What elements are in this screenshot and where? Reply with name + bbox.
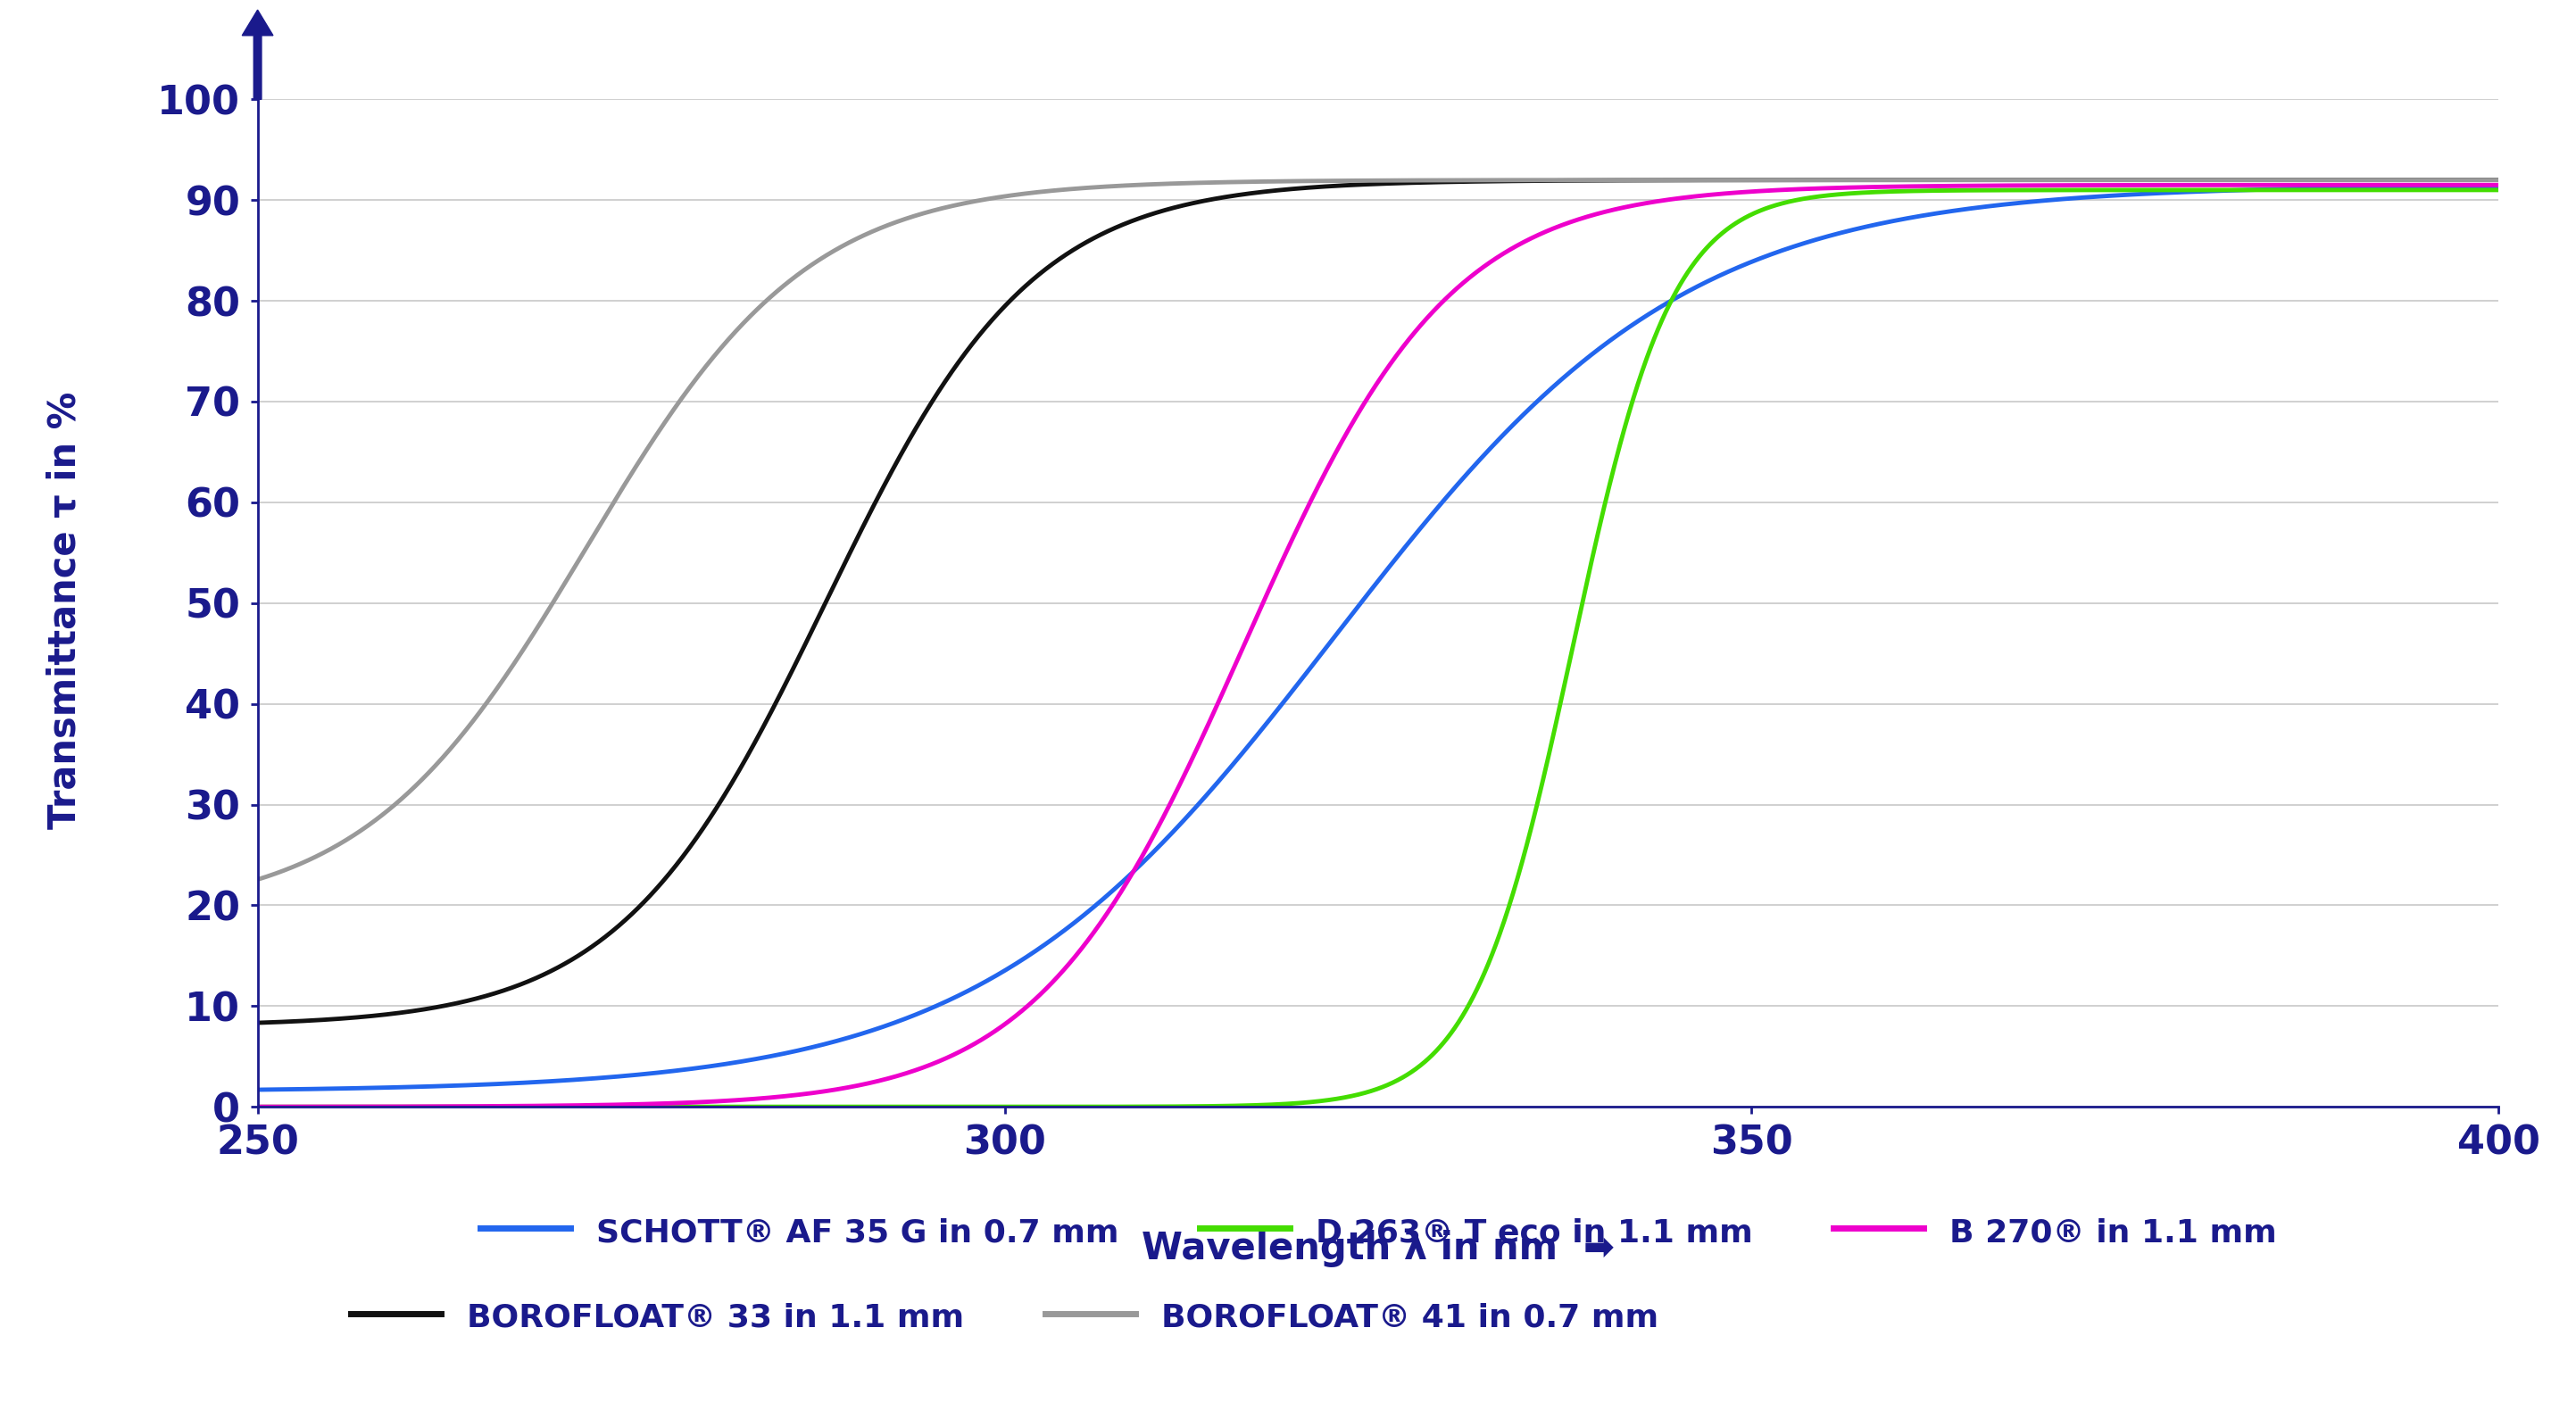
Text: Wavelength λ in nm  ➡: Wavelength λ in nm ➡: [1141, 1230, 1615, 1267]
Legend: BOROFLOAT® 33 in 1.1 mm, BOROFLOAT® 41 in 0.7 mm: BOROFLOAT® 33 in 1.1 mm, BOROFLOAT® 41 i…: [337, 1287, 1672, 1347]
Text: Transmittance τ in %: Transmittance τ in %: [46, 392, 82, 829]
Legend: SCHOTT® AF 35 G in 0.7 mm, D 263® T eco in 1.1 mm, B 270® in 1.1 mm: SCHOTT® AF 35 G in 0.7 mm, D 263® T eco …: [466, 1202, 2290, 1261]
